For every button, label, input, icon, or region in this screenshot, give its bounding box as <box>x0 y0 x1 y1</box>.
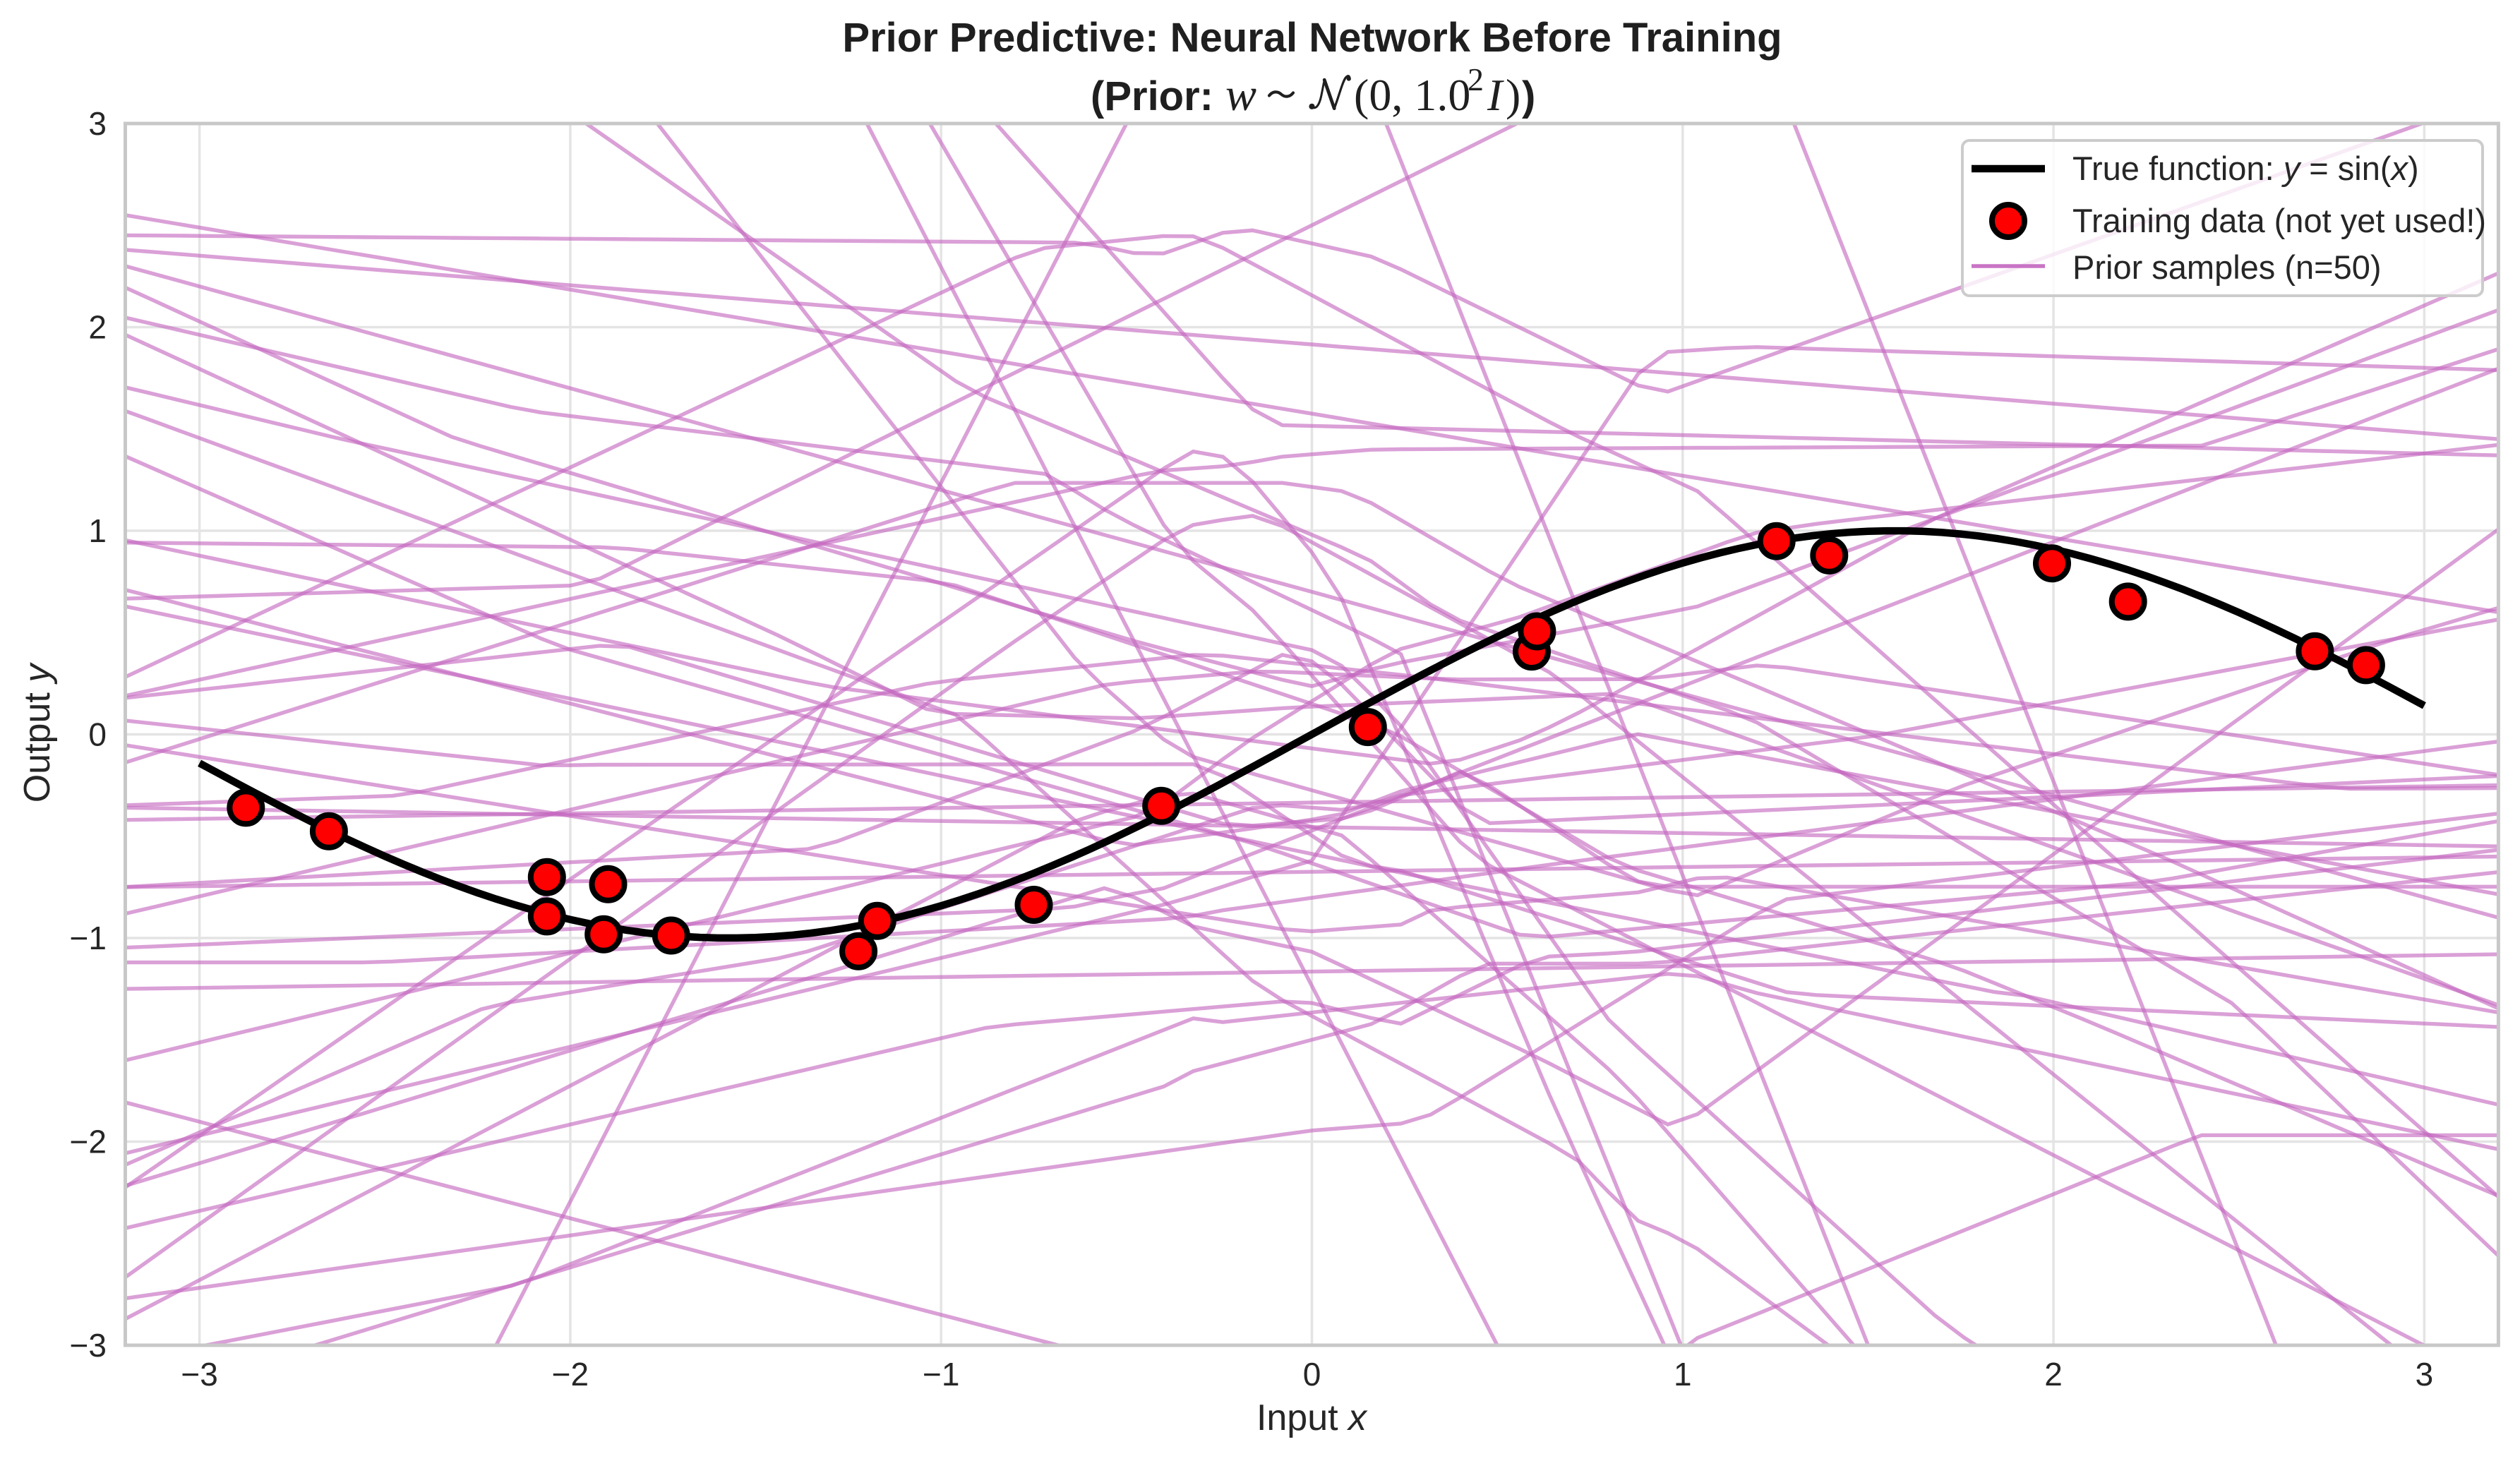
svg-text:−2: −2 <box>552 1356 589 1393</box>
svg-text:−1: −1 <box>70 920 107 956</box>
svg-text:): ) <box>1522 73 1535 119</box>
svg-text:(Prior:: (Prior: <box>1091 73 1213 119</box>
svg-text:0: 0 <box>88 716 107 753</box>
svg-text:3: 3 <box>88 105 107 142</box>
svg-text:Training data (not yet used!): Training data (not yet used!) <box>2072 202 2486 239</box>
svg-text:Input x: Input x <box>1256 1397 1368 1438</box>
svg-text:2: 2 <box>1468 61 1484 97</box>
svg-text:−1: −1 <box>923 1356 959 1393</box>
svg-text:Output y: Output y <box>17 662 58 803</box>
svg-text:−2: −2 <box>70 1124 107 1160</box>
svg-text:w: w <box>1225 69 1256 121</box>
svg-text:Prior samples (n=50): Prior samples (n=50) <box>2072 248 2382 286</box>
svg-text:1: 1 <box>1674 1356 1692 1393</box>
svg-text:2: 2 <box>88 309 107 346</box>
svg-text:−3: −3 <box>181 1356 217 1393</box>
svg-text:True function: y = sin(x): True function: y = sin(x) <box>2072 150 2419 187</box>
svg-text:Prior Predictive: Neural Netwo: Prior Predictive: Neural Network Before … <box>842 15 1782 61</box>
svg-text:(0, 1.0: (0, 1.0 <box>1354 70 1470 120</box>
svg-text:2: 2 <box>2044 1356 2063 1393</box>
svg-text:3: 3 <box>2416 1356 2434 1393</box>
svg-text:I: I <box>1487 70 1504 120</box>
svg-text:): ) <box>1506 70 1520 120</box>
svg-text:−3: −3 <box>70 1327 107 1364</box>
svg-text:1: 1 <box>88 512 107 549</box>
svg-text:0: 0 <box>1303 1356 1321 1393</box>
